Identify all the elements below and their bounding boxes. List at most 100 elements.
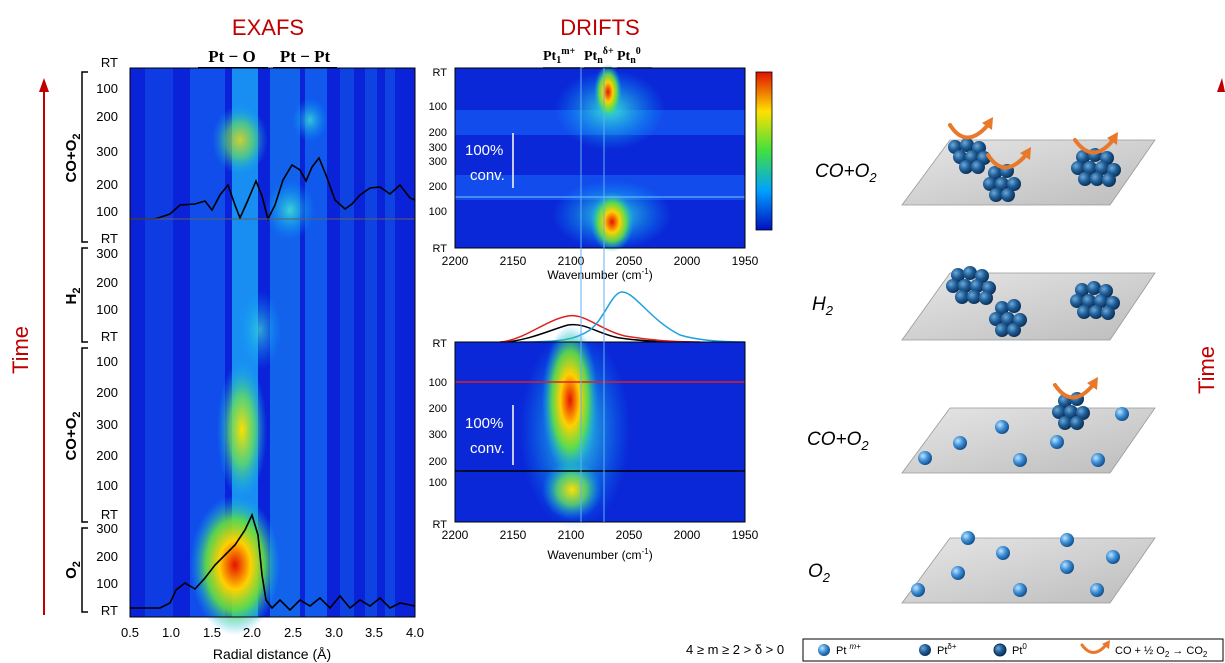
schematic-label-co-o2-top: CO+O2 [815, 161, 877, 185]
exafs-ytick: 300 [96, 144, 118, 159]
cluster-row2-b [989, 299, 1027, 337]
cluster-row1-b [983, 164, 1021, 202]
exafs-header-pt-o: Pt − O [208, 47, 255, 66]
exafs-header-pt-pt: Pt − Pt [280, 47, 331, 66]
exafs-ytick: RT [101, 329, 118, 344]
drifts-top-x-axis: 2200 2150 2100 2050 2000 1950 [442, 254, 759, 268]
drifts-top-y-axis: RT 100 200 300 300 200 100 RT [429, 67, 448, 255]
exafs-xtick: 1.0 [162, 625, 180, 640]
drifts-top-xlabel: Wavenumber (cm-1) [547, 267, 652, 282]
conv-top-line1: 100% [465, 142, 503, 159]
co-oxidation-arrow [986, 153, 1028, 170]
legend-pt-mplus-icon [818, 644, 830, 656]
exafs-xtick: 1.5 [203, 625, 221, 640]
exafs-ytick: RT [101, 55, 118, 70]
drifts-bottom-frame [454, 341, 746, 523]
exafs-ytick: RT [101, 603, 118, 618]
cluster-row2-c [1070, 281, 1120, 320]
cluster-row2-a [946, 266, 996, 305]
exafs-panel: Pt − O Pt − Pt RT 100 200 [63, 47, 424, 662]
drifts-top-ytick: 200 [429, 181, 447, 193]
spectrum-red [499, 314, 701, 343]
exafs-title: EXAFS [232, 15, 304, 40]
schematic-label-co-o2-mid: CO+O2 [807, 429, 869, 453]
drifts-top-hot-upper [594, 64, 622, 120]
segment-label-co-o2-top: CO+O2 [63, 133, 83, 182]
exafs-segment-brackets [81, 71, 88, 613]
exafs-ytick: 200 [96, 385, 118, 400]
legend-pt-delta-icon [919, 644, 931, 656]
exafs-xtick: 3.0 [325, 625, 343, 640]
cluster-row3 [1052, 392, 1090, 430]
exafs-x-axis: 0.5 1.0 1.5 2.0 2.5 3.0 3.5 4.0 [121, 625, 424, 640]
exafs-xlabel: Radial distance (Å) [213, 646, 331, 662]
legend-co-oxidation: CO + ½ O2 → CO2 [1115, 645, 1208, 659]
drifts-bottom-xtick: 2000 [674, 528, 701, 542]
time-arrow-head [39, 78, 49, 92]
drifts-bottom-xtick: 2200 [442, 528, 469, 542]
exafs-ytick: 200 [96, 275, 118, 290]
drifts-top-xtick: 1950 [732, 254, 759, 268]
legend: 4 ≥ m ≥ 2 > δ > 0 Pt m+ Ptδ+ Pt0 CO + ½ … [686, 638, 1224, 662]
exafs-xtick: 4.0 [406, 625, 424, 640]
drifts-top-xtick: 2050 [616, 254, 643, 268]
exafs-ytick: 300 [96, 246, 118, 261]
exafs-curve-o2 [130, 512, 416, 612]
drifts-top-ytick: 100 [429, 101, 447, 113]
single-atoms-row4 [911, 531, 1120, 597]
drifts-top-frame [454, 67, 746, 249]
drifts-bottom-xtick: 1950 [732, 528, 759, 542]
drifts-header-pt1: Pt1m+ [543, 46, 576, 66]
legend-pt0-icon [993, 643, 1007, 657]
single-atoms-row3 [918, 407, 1129, 467]
drifts-bottom-y-axis: RT 100 200 300 200 100 RT [429, 338, 448, 531]
segment-label-h2: H2 [63, 288, 83, 305]
drifts-bottom-xtick: 2150 [500, 528, 527, 542]
schematic-label-h2: H2 [812, 294, 834, 318]
left-time-axis: Time [8, 78, 49, 615]
conv-top-line2: conv. [470, 167, 505, 184]
drifts-top-hot-lower [590, 192, 634, 252]
exafs-ytick: 200 [96, 177, 118, 192]
exafs-ytick: 300 [96, 417, 118, 432]
exafs-y-axis: RT 100 200 300 200 100 RT 300 200 100 RT… [96, 55, 118, 618]
exafs-curve-co [130, 156, 416, 222]
segment-label-o2: O2 [63, 561, 83, 579]
exafs-ytick: 200 [96, 448, 118, 463]
schematic: CO+O2 H2 CO+O2 O2 [807, 117, 1156, 604]
schematic-label-o2: O2 [808, 561, 831, 585]
exafs-ytick: RT [101, 507, 118, 522]
exafs-xtick: 3.5 [365, 625, 383, 640]
left-time-label: Time [8, 326, 33, 374]
drifts-title: DRIFTS [560, 15, 639, 40]
drifts-bottom-ytick: 100 [429, 477, 447, 489]
exafs-ytick: 100 [96, 81, 118, 96]
co-oxidation-arrow [1053, 383, 1095, 400]
exafs-xtick: 0.5 [121, 625, 139, 640]
drifts-top-ytick: 300 [429, 156, 447, 168]
drifts-bottom-ytick: 300 [429, 429, 447, 441]
drifts-bottom-ytick: 200 [429, 403, 447, 415]
drifts-bottom-xtick: 2050 [616, 528, 643, 542]
exafs-ytick: 200 [96, 549, 118, 564]
right-time-arrow-head [1217, 78, 1225, 92]
exafs-ytick: 100 [96, 576, 118, 591]
drifts-top-ytick: 300 [429, 142, 447, 154]
exafs-ytick: RT [101, 231, 118, 246]
drifts-top-ytick: RT [433, 67, 448, 79]
drifts-panel: Pt1m+ Ptnδ+ Ptn0 100% conv. RT 100 200 3… [429, 46, 773, 562]
drifts-top-ytick: 100 [429, 206, 447, 218]
drifts-header-ptn-delta: Ptnδ+ [584, 46, 614, 66]
drifts-bottom-x-axis: 2200 2150 2100 2050 2000 1950 [442, 528, 759, 542]
drifts-top-xtick: 2150 [500, 254, 527, 268]
cluster-row1-c [1071, 148, 1121, 187]
drifts-top-xtick: 2200 [442, 254, 469, 268]
drifts-bottom-ytick: RT [433, 338, 448, 350]
drifts-top-xtick: 2100 [558, 254, 585, 268]
exafs-frame [129, 67, 416, 618]
exafs-ytick: 100 [96, 302, 118, 317]
drifts-top-ytick: RT [433, 243, 448, 255]
exafs-ytick: 200 [96, 109, 118, 124]
colorbar [755, 71, 773, 231]
